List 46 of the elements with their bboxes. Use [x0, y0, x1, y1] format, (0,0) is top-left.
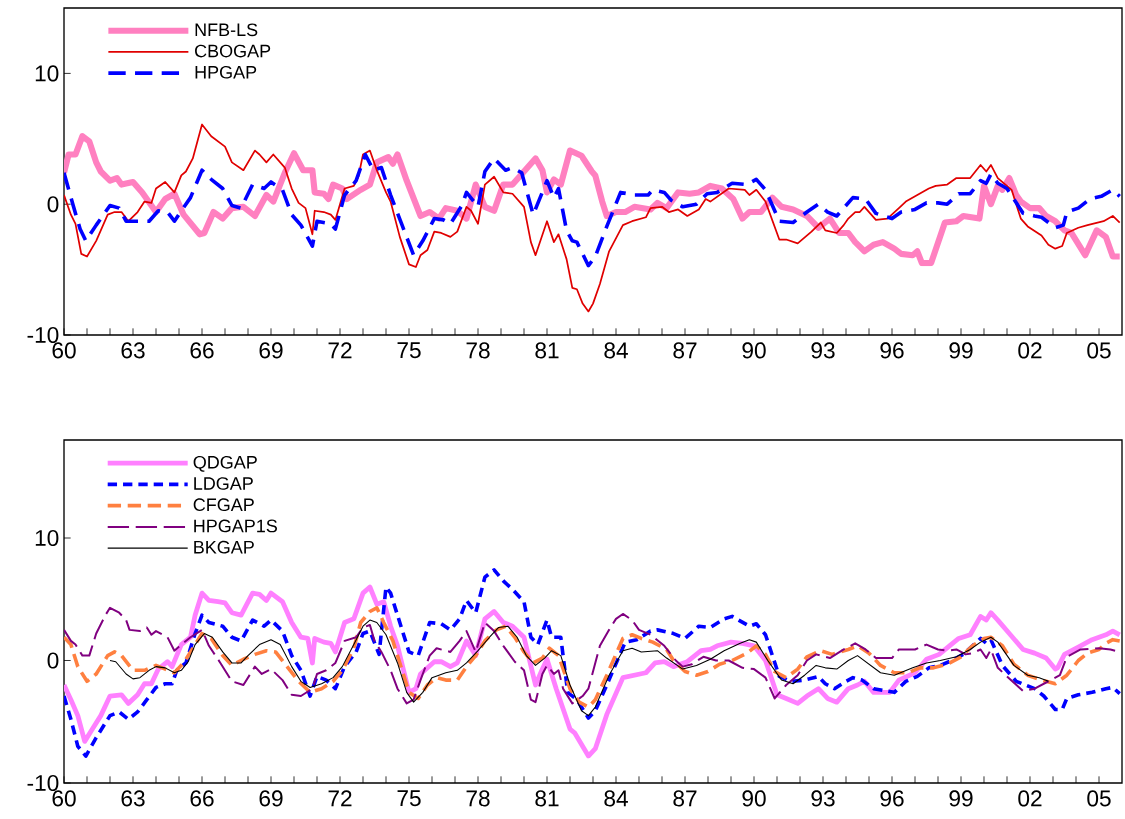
x-tick-label: 84: [604, 790, 628, 807]
x-tick-label: 81: [535, 790, 559, 807]
x-tick-label: 02: [1018, 342, 1042, 359]
legend-label: HPGAP1S: [194, 519, 277, 533]
x-tick-label: 75: [397, 342, 421, 359]
x-tick-label: 90: [742, 790, 766, 807]
x-tick-label: 63: [121, 342, 145, 359]
legend-label: CBOGAP: [195, 44, 271, 58]
legend-label: LDGAP: [194, 477, 253, 490]
y-tick-label: 0: [47, 652, 59, 669]
y-tick-label: -10: [27, 774, 59, 792]
x-tick-label: 78: [466, 790, 490, 807]
x-tick-label: 96: [880, 790, 904, 807]
x-tick-label: 05: [1087, 342, 1111, 359]
legend-label: NFB-LS: [195, 23, 258, 37]
x-tick-label: 02: [1018, 790, 1042, 807]
x-tick-label: 90: [742, 342, 766, 359]
legend-label: HPGAP: [195, 65, 257, 79]
x-tick-label: 60: [52, 790, 76, 807]
legend-label: CFGAP: [193, 498, 254, 512]
x-tick-label: 63: [121, 790, 145, 807]
x-tick-label: 87: [673, 342, 697, 359]
x-tick-label: 66: [190, 342, 214, 359]
legend-label: QDGAP: [193, 455, 257, 472]
x-tick-label: 99: [949, 342, 973, 359]
x-tick-label: 84: [604, 342, 628, 359]
y-tick-label: 0: [47, 196, 59, 213]
y-tick-label: 10: [35, 529, 59, 547]
x-tick-label: 66: [190, 790, 214, 807]
x-tick-label: 99: [949, 790, 973, 807]
x-tick-label: 05: [1087, 790, 1111, 807]
x-tick-label: 93: [811, 342, 835, 359]
y-tick-label: -10: [27, 326, 59, 344]
x-tick-label: 69: [259, 790, 283, 807]
x-tick-label: 81: [535, 342, 559, 359]
x-tick-label: 93: [811, 790, 835, 807]
x-tick-label: 87: [673, 790, 697, 807]
x-tick-label: 72: [328, 342, 352, 359]
legend-label: BKGAP: [194, 540, 254, 554]
x-tick-label: 96: [880, 342, 904, 359]
y-tick-label: 10: [35, 65, 59, 82]
x-tick-label: 72: [328, 790, 352, 807]
x-tick-label: 78: [466, 342, 490, 359]
x-tick-label: 69: [259, 342, 283, 359]
x-tick-label: 75: [397, 790, 421, 807]
x-tick-label: 60: [52, 342, 76, 359]
